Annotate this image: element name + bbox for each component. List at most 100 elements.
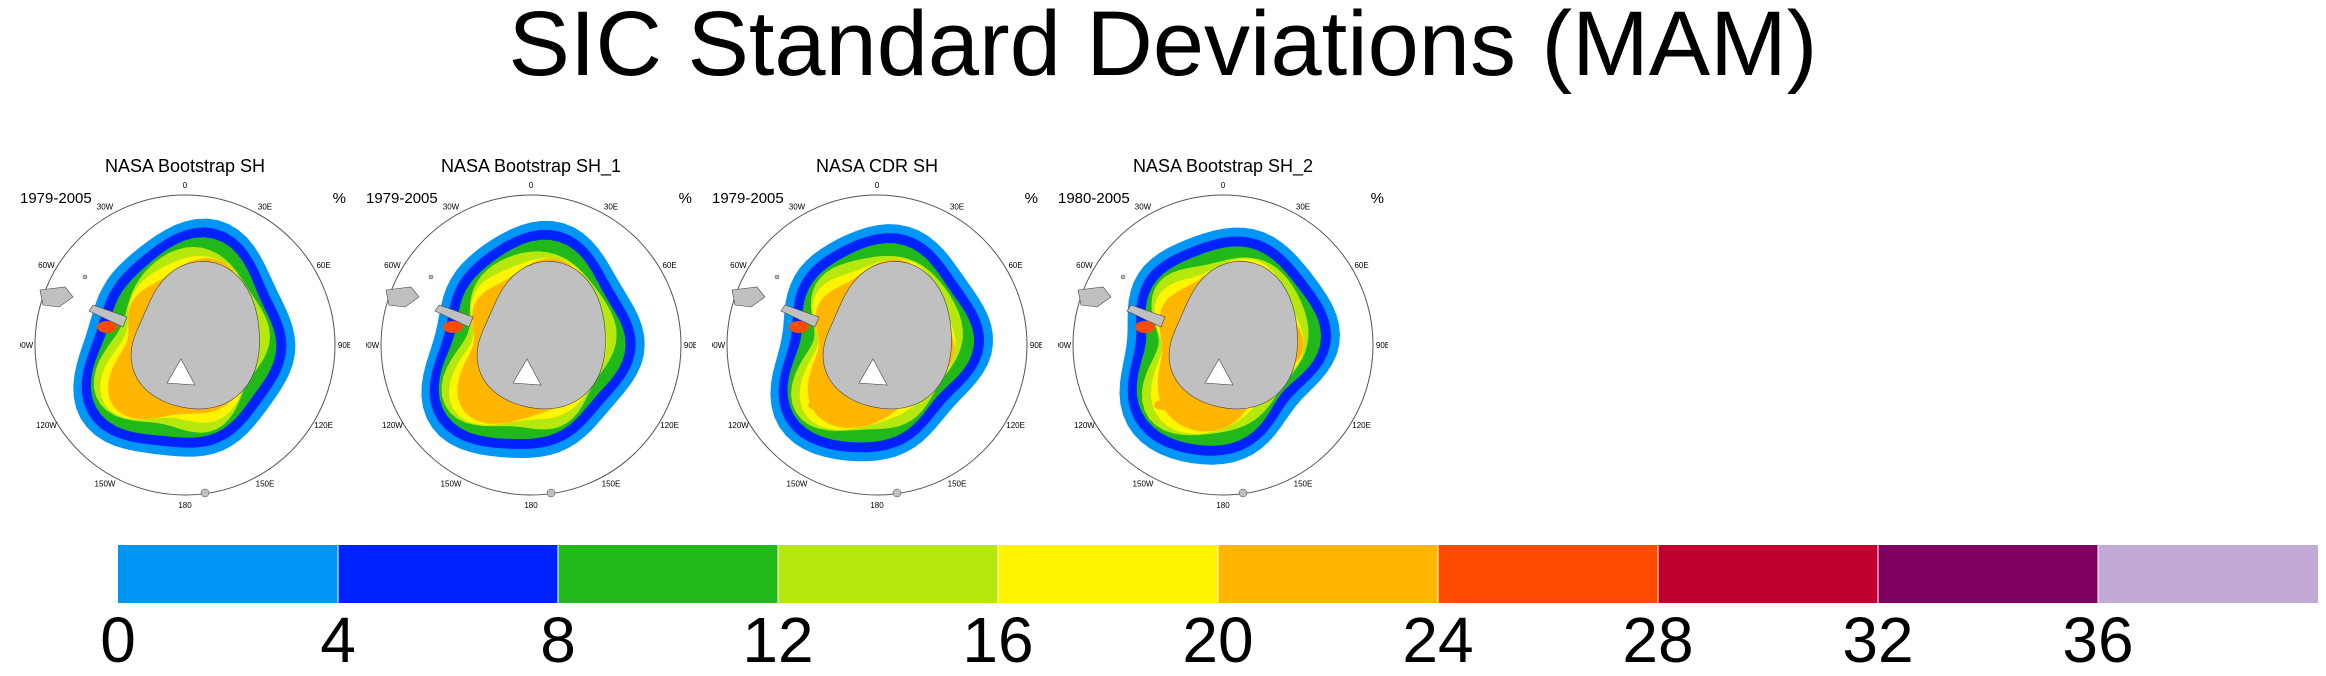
colorbar-segment bbox=[778, 545, 999, 603]
longitude-label: 150E bbox=[602, 480, 621, 489]
figure-title: SIC Standard Deviations (MAM) bbox=[508, 0, 1818, 95]
colorbar-tick-label: 20 bbox=[1182, 604, 1254, 676]
longitude-label: 150W bbox=[441, 480, 462, 489]
colorbar-tick-label: 16 bbox=[962, 604, 1034, 676]
sic-contour-fill bbox=[789, 321, 809, 333]
colorbar-segment bbox=[998, 545, 1219, 603]
longitude-label: 180 bbox=[178, 501, 192, 510]
colorbar-segment bbox=[558, 545, 779, 603]
longitude-label: 90W bbox=[1058, 341, 1072, 350]
island bbox=[892, 488, 902, 498]
antarctica-landmass bbox=[476, 260, 606, 410]
longitude-label: 30W bbox=[97, 202, 114, 211]
longitude-label: 150W bbox=[1133, 480, 1154, 489]
longitude-label: 60E bbox=[316, 261, 330, 270]
antarctic-peninsula bbox=[780, 304, 820, 328]
sic-contour-fill bbox=[1135, 321, 1155, 333]
longitude-label: 30E bbox=[258, 202, 272, 211]
panel-title: NASA Bootstrap SH_1 bbox=[440, 156, 622, 176]
longitude-label: 90E bbox=[684, 341, 696, 350]
ice-shelf bbox=[512, 358, 542, 386]
longitude-label: 60W bbox=[38, 261, 55, 270]
longitude-label: 30E bbox=[1296, 202, 1310, 211]
longitude-label: 150E bbox=[1294, 480, 1313, 489]
longitude-label: 90W bbox=[366, 341, 380, 350]
sic-contour-fill bbox=[116, 400, 134, 410]
panel-title: NASA Bootstrap SH bbox=[104, 156, 266, 176]
south-america-landmass bbox=[731, 286, 766, 308]
panel-period: 1979-2005 bbox=[712, 190, 784, 207]
colorbar-tick-label: 8 bbox=[540, 604, 576, 676]
panel-period: 1979-2005 bbox=[20, 190, 92, 207]
map-panel-3: NASA CDR SH 1979-2005 % 0 30E 60E 90E 120E 15… bbox=[712, 150, 1042, 510]
antarctic-peninsula bbox=[88, 304, 128, 328]
longitude-label: 0 bbox=[529, 181, 534, 190]
colorbar-tick-label: 28 bbox=[1622, 604, 1694, 676]
longitude-label: 120W bbox=[36, 421, 57, 430]
island bbox=[774, 274, 780, 280]
ice-shelf bbox=[858, 358, 888, 386]
ice-shelf bbox=[1204, 358, 1234, 386]
antarctica-landmass bbox=[822, 260, 952, 410]
island bbox=[200, 488, 210, 498]
island bbox=[1238, 488, 1248, 498]
longitude-label: 30E bbox=[604, 202, 618, 211]
colorbar-segment bbox=[118, 545, 339, 603]
longitude-label: 0 bbox=[1221, 181, 1226, 190]
longitude-label: 90E bbox=[1376, 341, 1388, 350]
longitude-label: 90W bbox=[712, 341, 726, 350]
colorbar-labels: 0 4 8 12 16 20 24 28 32 36 bbox=[0, 608, 2326, 676]
longitude-label: 120E bbox=[1352, 421, 1371, 430]
longitude-label: 60W bbox=[384, 261, 401, 270]
longitude-label: 180 bbox=[524, 501, 538, 510]
longitude-label: 0 bbox=[183, 181, 188, 190]
longitude-label: 60E bbox=[662, 261, 676, 270]
longitude-label: 0 bbox=[875, 181, 880, 190]
panel-title: NASA Bootstrap SH_2 bbox=[1132, 156, 1314, 176]
island bbox=[546, 488, 556, 498]
ice-shelf bbox=[166, 358, 196, 386]
longitude-label: 120E bbox=[1006, 421, 1025, 430]
longitude-label: 30E bbox=[950, 202, 964, 211]
colorbar-tick-label: 0 bbox=[100, 604, 136, 676]
longitude-label: 120E bbox=[314, 421, 333, 430]
panel-period: 1980-2005 bbox=[1058, 190, 1130, 207]
polar-map: 0 30E 60E 90E 120E 150E 180 150W 120W 90W 60W 30W bbox=[712, 181, 1042, 510]
antarctica-landmass bbox=[1168, 260, 1298, 410]
longitude-label: 150W bbox=[95, 480, 116, 489]
colorbar-tick-label: 12 bbox=[742, 604, 814, 676]
colorbar-segment bbox=[2098, 545, 2318, 603]
colorbar-tick-label: 36 bbox=[2062, 604, 2134, 676]
longitude-label: 150E bbox=[256, 480, 275, 489]
sic-contour-fill bbox=[443, 321, 463, 333]
longitude-label: 150W bbox=[787, 480, 808, 489]
longitude-label: 120W bbox=[728, 421, 749, 430]
sic-contour-fill bbox=[808, 400, 826, 410]
longitude-label: 90E bbox=[338, 341, 350, 350]
longitude-label: 30W bbox=[789, 202, 806, 211]
longitude-label: 90E bbox=[1030, 341, 1042, 350]
panel-unit: % bbox=[678, 190, 692, 207]
longitude-label: 60W bbox=[730, 261, 747, 270]
longitude-label: 60E bbox=[1008, 261, 1022, 270]
map-panel-2: NASA Bootstrap SH_1 1979-2005 % 0 30E 60E 9… bbox=[366, 150, 696, 510]
colorbar-segment bbox=[338, 545, 559, 603]
colorbar-tick-label: 4 bbox=[320, 604, 356, 676]
colorbar-segment bbox=[1218, 545, 1439, 603]
panel-title: NASA CDR SH bbox=[815, 156, 939, 176]
colorbar-tick-label: 24 bbox=[1402, 604, 1474, 676]
colorbar-segment bbox=[1658, 545, 1879, 603]
sic-contour-fill bbox=[462, 400, 480, 410]
longitude-label: 180 bbox=[870, 501, 884, 510]
colorbar bbox=[118, 545, 2318, 603]
polar-map: 0 30E 60E 90E 120E 150E 180 150W 120W 90W 60W 30W bbox=[20, 181, 350, 510]
antarctic-peninsula bbox=[1126, 304, 1166, 328]
island bbox=[82, 274, 88, 280]
longitude-label: 30W bbox=[1135, 202, 1152, 211]
colorbar-tick-label: 32 bbox=[1842, 604, 1914, 676]
south-america-landmass bbox=[39, 286, 74, 308]
longitude-label: 60W bbox=[1076, 261, 1093, 270]
panel-unit: % bbox=[1024, 190, 1038, 207]
panel-unit: % bbox=[1370, 190, 1384, 207]
longitude-label: 90W bbox=[20, 341, 34, 350]
